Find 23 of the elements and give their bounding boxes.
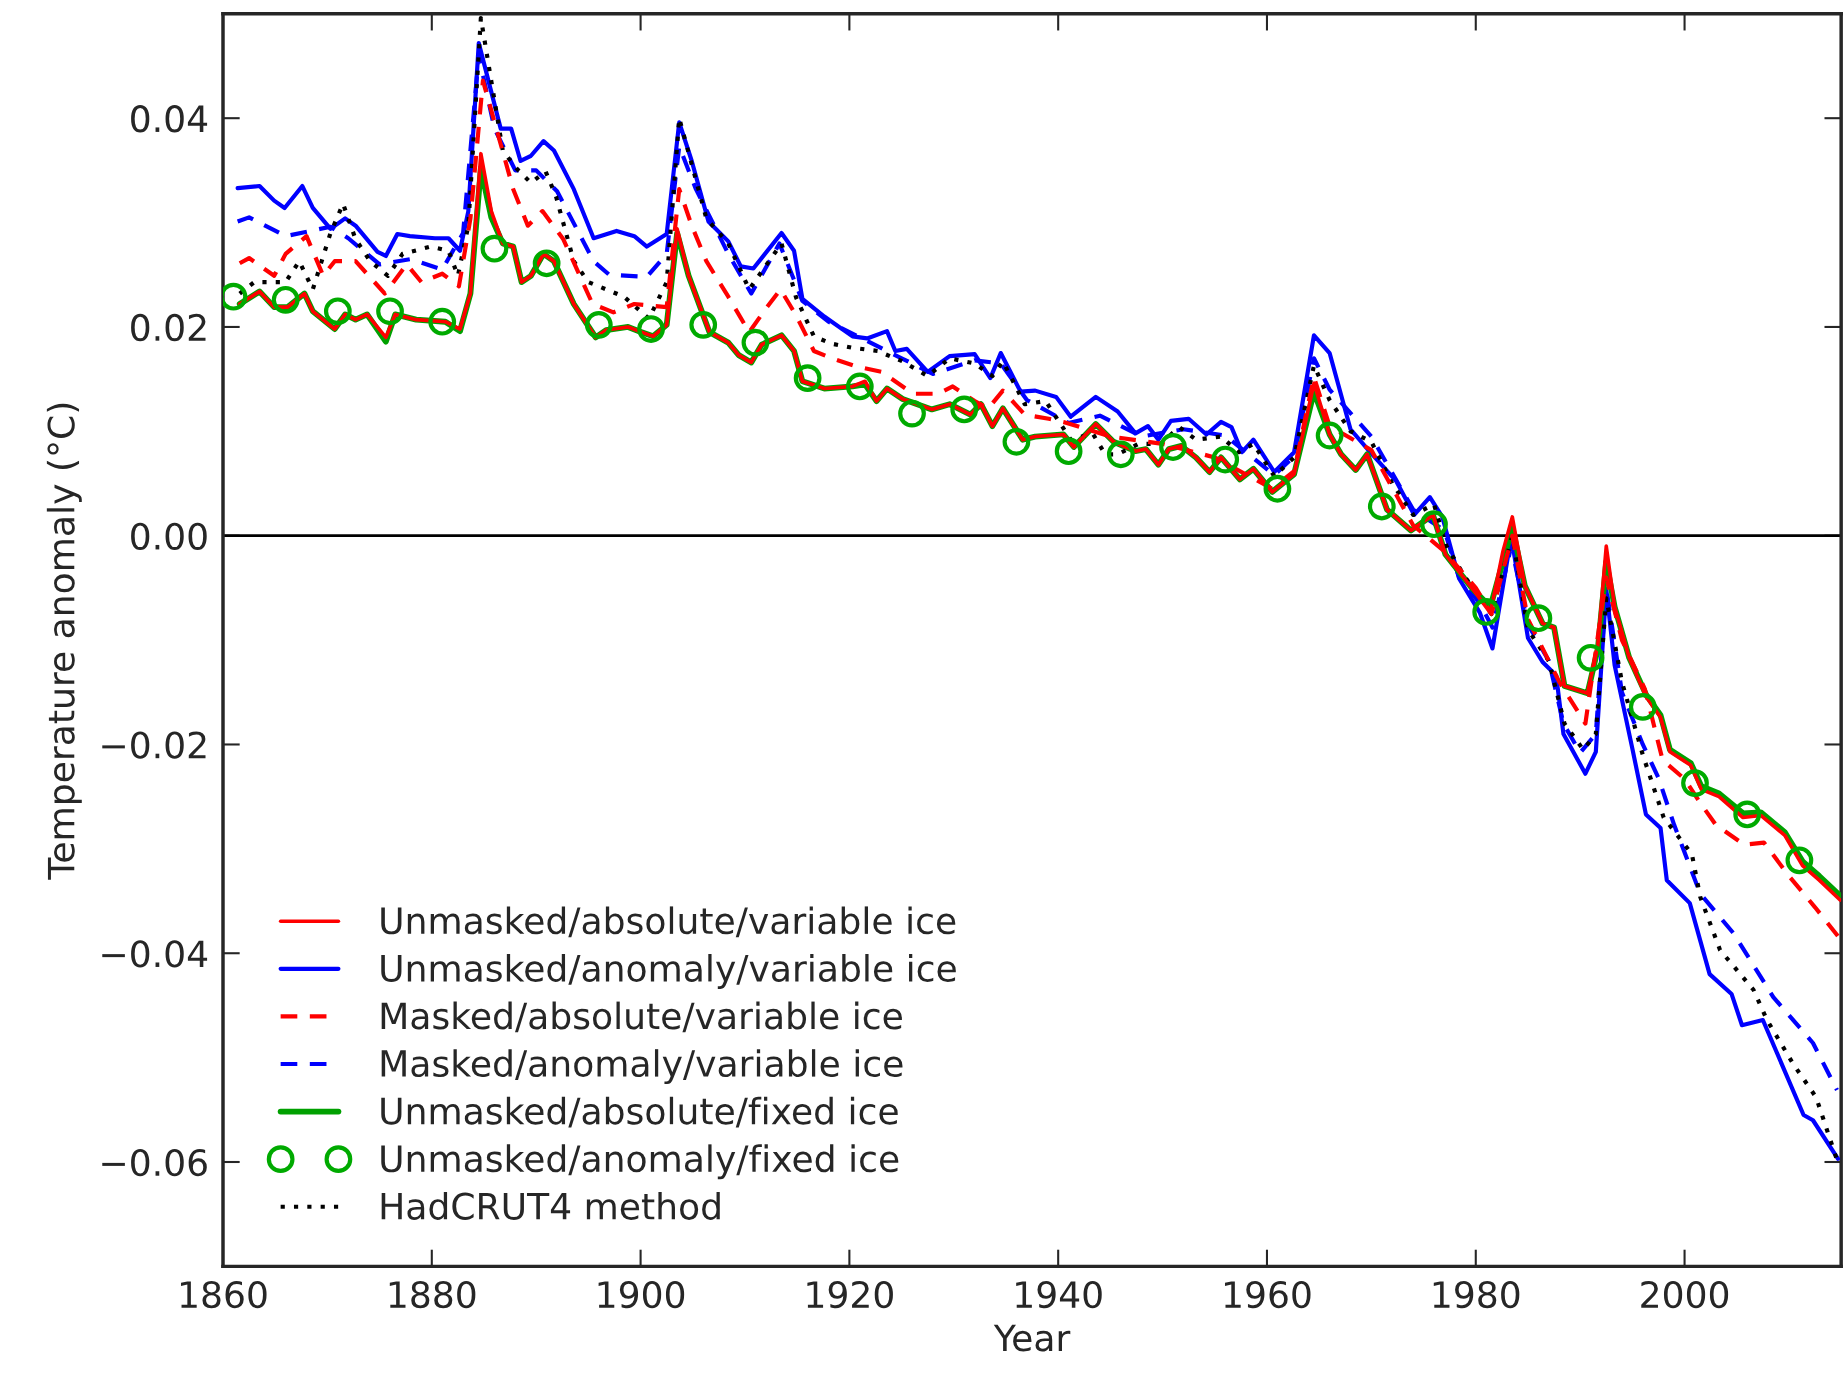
- x-tick-label: 1920: [807, 1280, 893, 1309]
- legend-label: Masked/anomaly/variable ice: [381, 1049, 903, 1085]
- x-tick-label: 1980: [1433, 1280, 1520, 1309]
- y-tick-label: 0.00: [131, 522, 207, 550]
- y-tick-label: −0.02: [102, 731, 206, 759]
- y-tick-label: −0.06: [102, 1148, 207, 1177]
- legend-label: HadCRUT4 method: [381, 1191, 720, 1220]
- legend-label: Unmasked/anomaly/variable ice: [381, 953, 956, 989]
- x-tick-label: 1960: [1224, 1280, 1311, 1309]
- x-tick-label: 1940: [1016, 1280, 1102, 1309]
- y-tick-label: 0.04: [131, 105, 208, 133]
- x-tick-label: 2000: [1641, 1280, 1729, 1309]
- legend-label: Unmasked/absolute/variable ice: [381, 906, 956, 938]
- x-axis-title: Year: [993, 1324, 1071, 1352]
- legend-label: Unmasked/absolute/fixed ice: [381, 1096, 898, 1128]
- legend-label: Masked/absolute/variable ice: [381, 1001, 902, 1033]
- x-tick-label: 1860: [181, 1280, 267, 1309]
- legend-label: Unmasked/anomaly/fixed ice: [381, 1144, 899, 1180]
- x-tick-label: 1900: [598, 1280, 685, 1309]
- x-tick-label: 1880: [389, 1280, 476, 1309]
- y-tick-label: 0.02: [131, 313, 206, 342]
- y-axis-title: Temperature anomaly (°C): [46, 403, 82, 880]
- y-tick-label: −0.04: [102, 940, 208, 968]
